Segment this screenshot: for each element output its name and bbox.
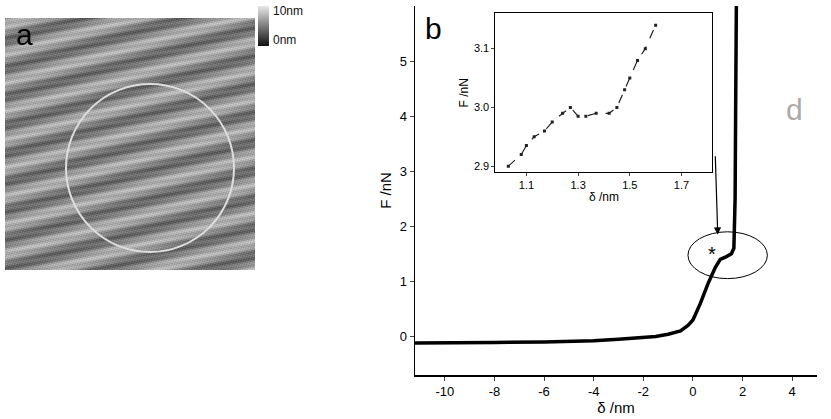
svg-text:b: b — [425, 12, 442, 45]
svg-text:F /nN: F /nN — [377, 172, 394, 209]
svg-text:F /nN: F /nN — [457, 78, 471, 107]
svg-text:3: 3 — [400, 164, 407, 179]
svg-text:2: 2 — [400, 219, 407, 234]
svg-text:0: 0 — [689, 384, 696, 399]
svg-text:1.3: 1.3 — [570, 179, 585, 191]
svg-text:-8: -8 — [489, 384, 501, 399]
svg-text:1.7: 1.7 — [674, 179, 689, 191]
svg-text:3.1: 3.1 — [474, 42, 489, 54]
svg-text:-10: -10 — [435, 384, 454, 399]
svg-text:δ /nm: δ /nm — [589, 190, 619, 204]
svg-text:3.0: 3.0 — [474, 101, 489, 113]
svg-text:0: 0 — [400, 329, 407, 344]
svg-text:δ /nm: δ /nm — [597, 399, 635, 416]
html-text:10nm: 10nm — [273, 4, 303, 18]
html-text:0nm: 0nm — [273, 33, 297, 47]
svg-text:1: 1 — [400, 274, 407, 289]
svg-text:1.1: 1.1 — [519, 179, 534, 191]
svg-text:4: 4 — [789, 384, 796, 399]
svg-text:2.9: 2.9 — [474, 160, 489, 172]
svg-text:*: * — [708, 243, 716, 265]
svg-text:4: 4 — [400, 109, 407, 124]
svg-text:1.5: 1.5 — [622, 179, 637, 191]
svg-text:2: 2 — [739, 384, 746, 399]
svg-text:-2: -2 — [638, 384, 650, 399]
svg-text:-6: -6 — [538, 384, 550, 399]
svg-text:5: 5 — [400, 54, 407, 69]
html-text:a: a — [16, 18, 33, 51]
svg-text:-4: -4 — [588, 384, 600, 399]
svg-text:d: d — [786, 93, 803, 126]
